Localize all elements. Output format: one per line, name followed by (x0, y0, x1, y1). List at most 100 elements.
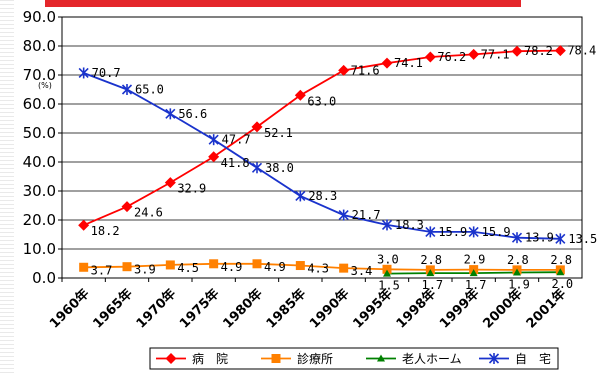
data-label: 28.3 (308, 189, 337, 203)
marker-diamond (338, 64, 350, 76)
marker-square (252, 259, 262, 269)
legend-box (149, 347, 559, 370)
marker-square (382, 264, 392, 274)
y-tick-label: 70.0 (23, 66, 56, 84)
data-label: 56.6 (178, 107, 207, 121)
data-label: 2.8 (420, 253, 442, 267)
header-accent-bar (45, 0, 521, 7)
data-label: 38.0 (265, 161, 294, 175)
data-label: 63.0 (307, 94, 336, 108)
page-edge-stripe (0, 0, 14, 376)
marker-square (295, 261, 305, 271)
data-label: 76.2 (437, 50, 466, 64)
y-tick-label: 80.0 (23, 37, 56, 55)
y-tick-label: 90.0 (23, 8, 56, 26)
marker-diamond (294, 89, 306, 101)
data-label: 3.0 (377, 252, 399, 266)
marker-diamond (511, 45, 523, 57)
marker-diamond (251, 121, 263, 133)
x-tick-label: 1985年 (263, 286, 309, 332)
marker-asterisk (165, 108, 176, 120)
data-label: 74.1 (394, 56, 423, 70)
y-tick-label: 30.0 (23, 182, 56, 200)
data-label: 2.9 (464, 253, 486, 267)
marker-asterisk (338, 209, 349, 221)
x-tick-label: 1980年 (220, 286, 266, 332)
legend-label: 老人ホーム (402, 352, 462, 366)
marker-diamond (164, 177, 176, 189)
data-label: 2.8 (550, 253, 572, 267)
x-tick-label: 1975年 (176, 286, 222, 332)
data-label: 1.9 (508, 277, 530, 291)
marker-asterisk (295, 190, 306, 202)
marker-triangle (556, 268, 565, 276)
data-label: 65.0 (135, 83, 164, 97)
marker-asterisk (251, 162, 263, 174)
marker-square (122, 262, 132, 272)
legend-label: 病 院 (192, 351, 228, 366)
marker-square (209, 259, 219, 269)
marker-square (271, 354, 281, 363)
data-label: 1.7 (421, 278, 443, 292)
marker-asterisk (468, 226, 479, 238)
data-label: 4.5 (177, 261, 199, 275)
y-tick-label: 10.0 (23, 240, 56, 258)
data-label: 70.7 (92, 66, 121, 80)
y-tick-label: 50.0 (23, 124, 56, 142)
x-tick-label: 1995年 (350, 286, 396, 332)
marker-triangle (377, 354, 385, 362)
y-tick-label: 0.0 (32, 269, 56, 287)
data-label: 71.6 (351, 63, 380, 77)
x-tick-label: 1998年 (393, 286, 439, 332)
marker-square (79, 262, 89, 272)
data-label: 4.3 (307, 262, 329, 276)
series-line-0 (83, 49, 561, 227)
series-line-1 (83, 262, 561, 271)
marker-diamond (468, 48, 480, 60)
marker-asterisk (511, 232, 523, 244)
series-line-3 (83, 72, 561, 240)
marker-asterisk (121, 84, 133, 95)
marker-asterisk (208, 134, 219, 146)
data-label: 4.9 (221, 260, 243, 274)
data-label: 41.8 (221, 156, 250, 170)
marker-diamond (78, 219, 90, 231)
data-label: 2.0 (551, 277, 573, 291)
y-tick-label: 40.0 (23, 153, 56, 171)
data-label: 18.3 (395, 218, 424, 232)
data-label: 3.7 (91, 263, 113, 277)
data-label: 78.4 (567, 44, 596, 58)
x-tick-label: 2000年 (480, 286, 526, 332)
marker-asterisk (425, 226, 436, 238)
marker-triangle (383, 269, 391, 277)
data-label: 47.7 (222, 133, 251, 147)
data-label: 15.9 (438, 225, 467, 239)
data-label: 78.2 (524, 44, 553, 58)
marker-triangle (513, 268, 521, 276)
data-label: 32.9 (177, 182, 206, 196)
data-label: 1.5 (378, 279, 400, 293)
marker-square (339, 263, 349, 273)
y-tick-label: 60.0 (23, 95, 56, 113)
y-tick-label: 20.0 (23, 211, 56, 229)
data-label: 21.7 (352, 208, 381, 222)
x-tick-label: 1990年 (306, 286, 352, 332)
marker-square (165, 260, 175, 270)
marker-triangle (426, 269, 435, 277)
y-unit-label: (%) (38, 81, 52, 90)
marker-asterisk (381, 219, 393, 231)
marker-diamond (121, 201, 133, 213)
legend-label: 自 宅 (515, 351, 551, 366)
x-tick-label: 1965年 (90, 286, 136, 332)
marker-asterisk (78, 67, 89, 79)
x-tick-label: 1999年 (436, 286, 482, 332)
marker-diamond (165, 353, 177, 364)
data-label: 13.5 (568, 232, 597, 246)
data-label: 2.8 (507, 253, 529, 267)
marker-diamond (424, 51, 436, 63)
data-label: 3.4 (351, 264, 373, 278)
marker-asterisk (555, 233, 566, 245)
data-label: 15.9 (482, 225, 511, 239)
data-label: 3.9 (134, 263, 156, 277)
